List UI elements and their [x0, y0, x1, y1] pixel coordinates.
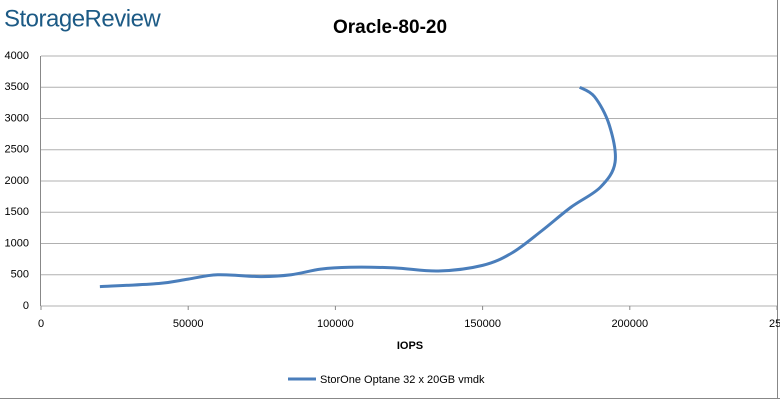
x-tick-label: 0: [38, 318, 44, 330]
y-tick-label: 1500: [5, 206, 29, 218]
y-tick-label: 4000: [5, 50, 29, 62]
x-axis-label: IOPS: [397, 340, 423, 352]
x-tick-label: 200000: [611, 318, 648, 330]
y-tick-label: 2000: [5, 175, 29, 187]
y-tick-label: 3500: [5, 81, 29, 93]
y-tick-label: 0: [23, 300, 29, 312]
x-tick-label: 50000: [173, 318, 204, 330]
chart-title: Oracle-80-20: [333, 17, 447, 38]
x-tick-label: 100000: [317, 318, 354, 330]
series-line: [99, 85, 617, 289]
y-tick-label: 2500: [5, 144, 29, 156]
y-tick-label: 3000: [5, 112, 29, 124]
x-tick-label: 150000: [464, 318, 501, 330]
y-tick-label: 500: [11, 269, 29, 281]
y-tick-label: 1000: [5, 237, 29, 249]
logo: StorageReview: [4, 5, 161, 32]
legend-label: StorOne Optane 32 x 20GB vmdk: [320, 374, 485, 386]
x-tick-label: 250: [769, 318, 780, 330]
